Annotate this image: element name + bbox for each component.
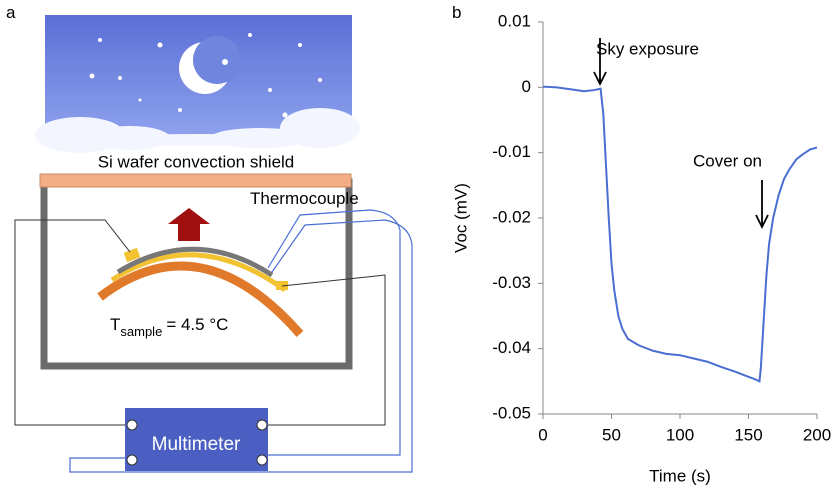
- wires: [14, 219, 386, 426]
- annotation-arrow: [593, 38, 607, 87]
- y-tick-label: -0.02: [492, 207, 531, 226]
- temperature-subscript: sample: [120, 324, 162, 339]
- x-tick-label: 100: [666, 425, 694, 444]
- sensor: [123, 247, 141, 263]
- heat-arrow: [168, 208, 210, 241]
- x-tick-label: 0: [538, 425, 547, 444]
- temperature-symbol: T: [110, 315, 120, 334]
- panel-label: b: [452, 3, 461, 22]
- y-tick-label: 0: [522, 77, 531, 96]
- x-tick-label: 50: [602, 425, 621, 444]
- annotation-arrow: [755, 180, 769, 230]
- annotation: Cover on: [693, 151, 762, 170]
- x-tick-label: 200: [803, 425, 831, 444]
- x-tick-label: 150: [734, 425, 762, 444]
- multimeter-label: Multimeter: [152, 434, 241, 455]
- sky-illustration: [35, 15, 360, 153]
- sample: [97, 246, 304, 337]
- y-tick-label: -0.03: [492, 273, 531, 292]
- y-tick-label: 0.01: [498, 11, 531, 30]
- annotation: Sky exposure: [596, 39, 699, 58]
- thermocouple-wires: [69, 209, 413, 473]
- terminals: [126, 419, 268, 466]
- multimeter: [125, 408, 268, 471]
- shield: [39, 173, 352, 188]
- chamber: [40, 178, 353, 370]
- y-axis-label: Voc (mV): [451, 183, 470, 253]
- chart: 0.01 0 -0.01 -0.02 -0.03 -0.04 -0.05 0 50 100 150 2…: [451, 11, 831, 485]
- panel-label: a: [6, 3, 16, 22]
- x-axis-label: Time (s): [649, 466, 711, 485]
- y-tick-label: -0.04: [492, 338, 531, 357]
- y-tick-label: -0.05: [492, 403, 531, 422]
- shield-label: Si wafer convection shield: [98, 152, 295, 171]
- data-line: [542, 85, 818, 383]
- temperature-label: Tsample = 4.5 °C: [110, 315, 228, 339]
- temperature-value: = 4.5 °C: [166, 315, 228, 334]
- thermocouple-label: Thermocouple: [250, 189, 359, 208]
- y-tick-label: -0.01: [492, 142, 531, 161]
